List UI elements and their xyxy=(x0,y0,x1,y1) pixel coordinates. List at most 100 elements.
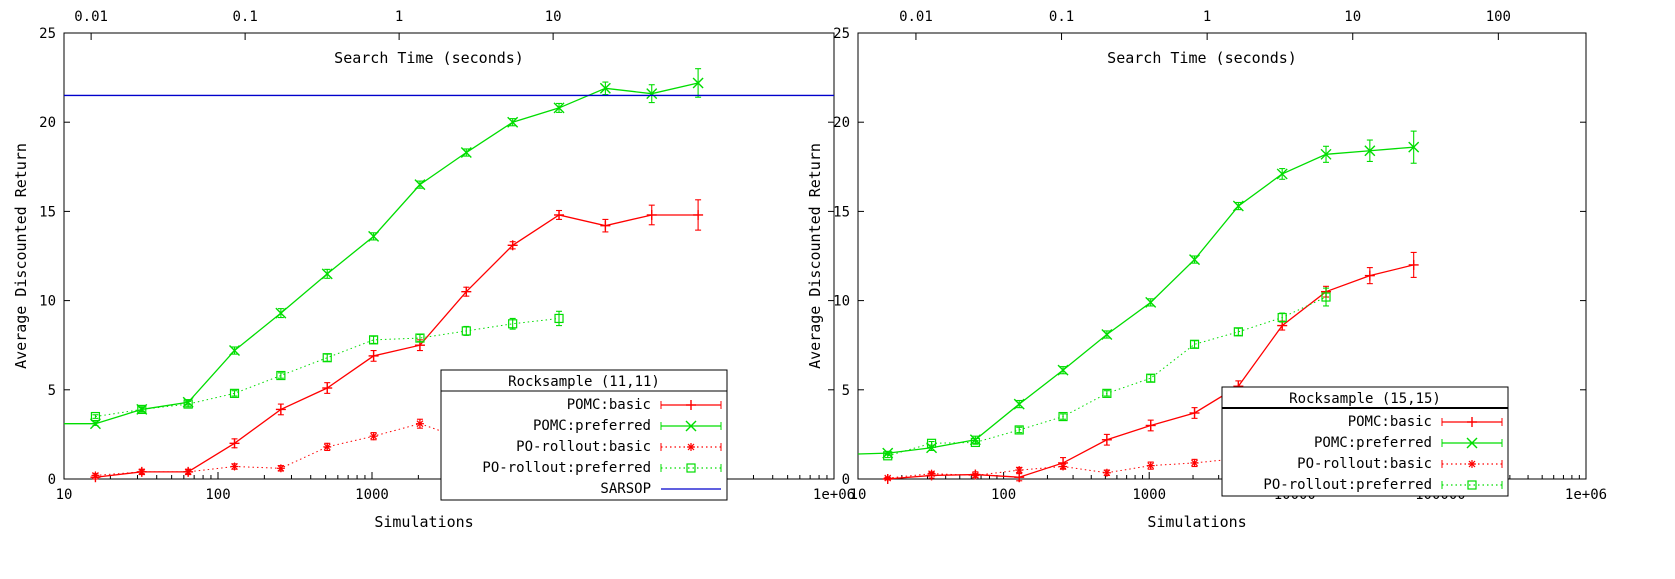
series-line xyxy=(95,423,560,476)
data-point xyxy=(1277,312,1287,323)
y-tick-label: 5 xyxy=(48,383,56,399)
data-point-b xyxy=(460,147,472,159)
series-pomc-preferred xyxy=(857,130,1420,459)
data-point-b xyxy=(1364,145,1376,157)
data-point-b xyxy=(1232,200,1244,212)
x-tick-label: 1e+06 xyxy=(1565,487,1607,503)
data-point xyxy=(970,437,980,448)
x-tick-label: 1000 xyxy=(1132,487,1166,503)
data-point-b xyxy=(1145,296,1157,308)
data-point-b xyxy=(275,307,287,319)
top-tick-label: 10 xyxy=(1344,9,1361,25)
data-point-b xyxy=(553,102,565,114)
legend-label: PO-rollout:basic xyxy=(1297,456,1432,472)
series-po-rollout-preferred xyxy=(90,310,564,422)
data-point-b xyxy=(1147,462,1155,470)
data-point xyxy=(461,326,471,336)
series-po-rollout-preferred xyxy=(883,287,1331,461)
y-tick-label: 5 xyxy=(842,383,850,399)
legend-label: POMC:basic xyxy=(1348,414,1432,430)
y-tick-label: 0 xyxy=(842,472,850,488)
y-tick-label: 15 xyxy=(39,204,56,220)
series-line xyxy=(887,432,1327,479)
legend-box xyxy=(1221,386,1509,497)
data-point-b xyxy=(138,468,146,476)
data-point-b xyxy=(368,230,380,242)
y-axis-label: Average Discounted Return xyxy=(806,143,824,369)
data-point-b xyxy=(1059,463,1067,470)
data-point-b xyxy=(416,420,424,428)
x-tick-label: 10 xyxy=(56,487,73,503)
data-point xyxy=(368,335,379,345)
data-point xyxy=(1058,411,1068,422)
data-point-b xyxy=(92,472,99,479)
legend-label: POMC:preferred xyxy=(1314,435,1432,451)
data-point-b xyxy=(184,468,192,476)
data-point xyxy=(1146,373,1156,383)
top-tick-label: 0.1 xyxy=(1049,9,1074,25)
data-point xyxy=(90,411,101,422)
data-point xyxy=(229,388,240,398)
data-point xyxy=(415,333,425,343)
data-point xyxy=(276,370,286,381)
chart-title: Search Time (seconds) xyxy=(334,49,524,67)
chart-panel-2: 0510152025101001000100001000001e+060.010… xyxy=(806,9,1607,531)
data-point-b xyxy=(1015,466,1023,474)
series-po-rollout-basic xyxy=(883,426,1331,483)
y-tick-label: 10 xyxy=(833,294,850,310)
legend-title: Rocksample (15,15) xyxy=(1289,391,1441,407)
x-tick-label: 1e+06 xyxy=(813,487,855,503)
data-point-b xyxy=(599,82,611,94)
data-point-b xyxy=(1408,141,1420,153)
data-point-b xyxy=(1320,148,1332,160)
legend-label: POMC:preferred xyxy=(533,418,651,434)
data-point-b xyxy=(928,470,935,478)
x-axis-label: Simulations xyxy=(1147,513,1246,531)
data-point-b xyxy=(969,434,981,446)
top-tick-label: 0.01 xyxy=(74,9,108,25)
y-tick-label: 20 xyxy=(39,115,56,131)
data-point-b xyxy=(277,464,285,472)
data-point-b xyxy=(882,447,894,459)
data-point-b xyxy=(1191,459,1198,467)
legend-marker-b xyxy=(1468,460,1476,468)
y-tick-label: 0 xyxy=(48,472,56,488)
legend-marker xyxy=(686,463,696,473)
data-point-b xyxy=(370,432,378,440)
x-tick-label: 10 xyxy=(850,487,867,503)
data-point xyxy=(183,399,193,409)
legend: Rocksample (15,15) POMC:basic POMC:preferr… xyxy=(1221,386,1509,497)
data-point-b xyxy=(229,345,241,357)
data-point-b xyxy=(1013,398,1025,410)
legend-box xyxy=(440,369,728,501)
top-tick-label: 100 xyxy=(1486,9,1511,25)
data-point-b xyxy=(414,179,426,191)
y-tick-label: 15 xyxy=(833,204,850,220)
data-point xyxy=(554,313,564,324)
y-tick-label: 20 xyxy=(833,115,850,131)
legend-marker-b xyxy=(687,443,695,451)
top-tick-label: 0.01 xyxy=(899,9,933,25)
data-point-b xyxy=(1057,364,1069,376)
legend-marker-b xyxy=(1466,437,1478,449)
data-point-b xyxy=(971,472,979,479)
data-point xyxy=(322,353,332,363)
data-point xyxy=(883,451,893,461)
series-line xyxy=(857,146,1414,455)
y-tick-label: 25 xyxy=(833,26,850,42)
x-tick-label: 100 xyxy=(991,487,1016,503)
legend-marker xyxy=(1467,480,1477,490)
data-point-b xyxy=(1276,168,1288,180)
data-point-b xyxy=(646,88,658,100)
y-tick-label: 10 xyxy=(39,294,56,310)
data-point-b xyxy=(231,463,238,470)
data-point xyxy=(508,319,518,329)
data-point-b xyxy=(1189,254,1201,266)
series-line xyxy=(95,214,699,478)
data-point-b xyxy=(323,443,331,451)
top-tick-label: 10 xyxy=(545,9,562,25)
data-point xyxy=(137,404,147,415)
x-axis-label: Simulations xyxy=(374,513,473,531)
data-point-b xyxy=(321,268,333,280)
